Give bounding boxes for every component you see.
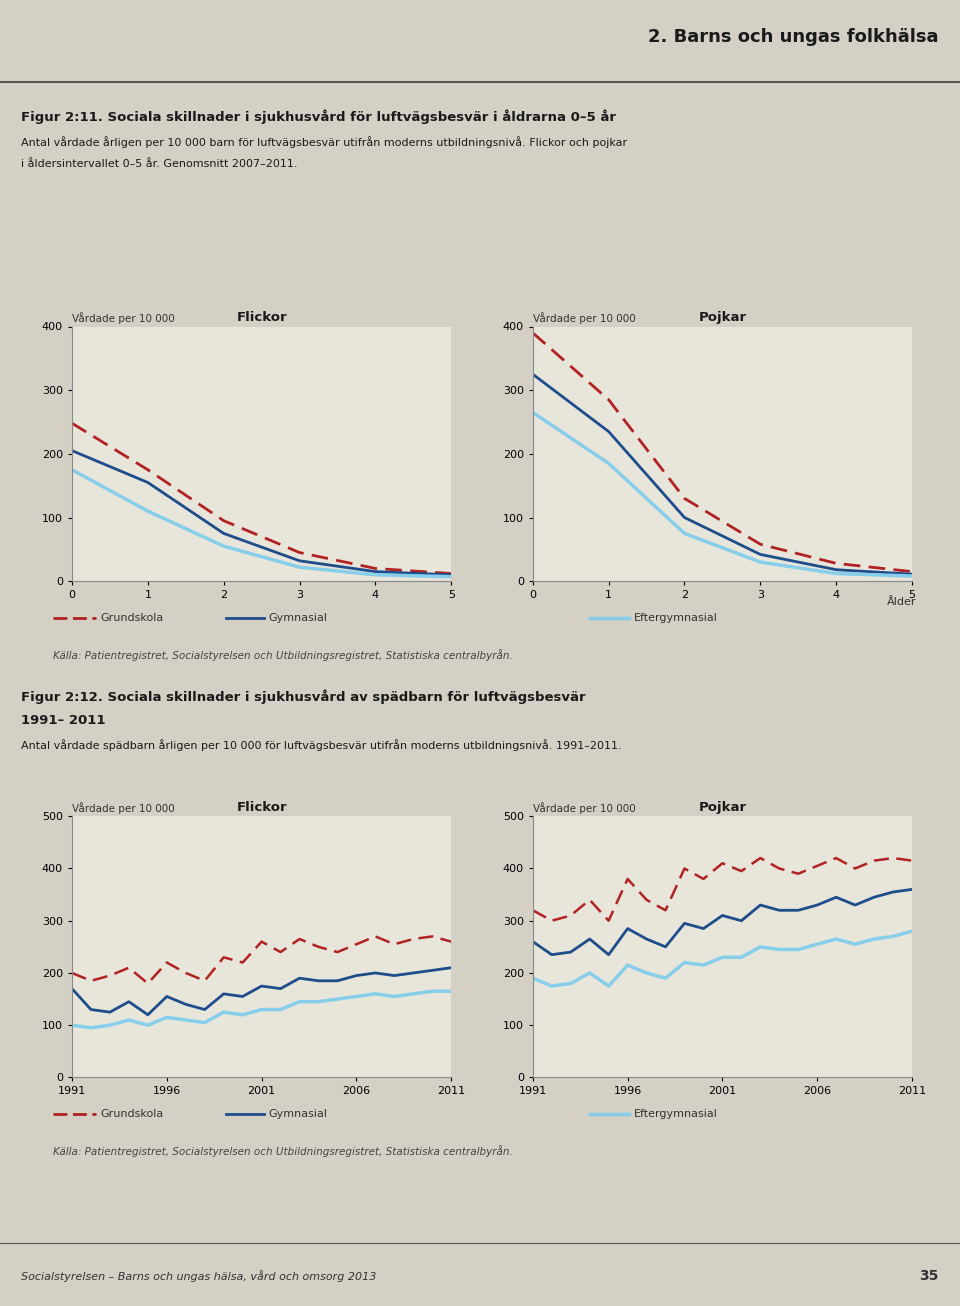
Text: Ålder: Ålder (887, 597, 917, 607)
Text: 2. Barns och ungas folkhälsa: 2. Barns och ungas folkhälsa (648, 29, 939, 46)
Text: 35: 35 (920, 1269, 939, 1282)
Text: Vårdade per 10 000: Vårdade per 10 000 (533, 802, 636, 814)
Text: Vårdade per 10 000: Vårdade per 10 000 (72, 312, 175, 324)
Text: Gymnasial: Gymnasial (269, 613, 327, 623)
Text: Pojkar: Pojkar (698, 801, 747, 814)
Text: Socialstyrelsen – Barns och ungas hälsa, vård och omsorg 2013: Socialstyrelsen – Barns och ungas hälsa,… (21, 1269, 376, 1281)
Text: Vårdade per 10 000: Vårdade per 10 000 (72, 802, 175, 814)
Text: Grundskola: Grundskola (101, 1109, 164, 1119)
Text: Figur 2:12. Sociala skillnader i sjukhusvård av spädbarn för luftvägsbesvär: Figur 2:12. Sociala skillnader i sjukhus… (21, 690, 586, 704)
Text: Källa: Patientregistret, Socialstyrelsen och Utbildningsregistret, Statistiska c: Källa: Patientregistret, Socialstyrelsen… (53, 649, 513, 661)
Text: i åldersintervallet 0–5 år. Genomsnitt 2007–2011.: i åldersintervallet 0–5 år. Genomsnitt 2… (21, 159, 298, 170)
Text: Flickor: Flickor (236, 311, 287, 324)
Text: Eftergymnasial: Eftergymnasial (634, 1109, 717, 1119)
Text: 1991– 2011: 1991– 2011 (21, 714, 106, 727)
Text: Eftergymnasial: Eftergymnasial (634, 613, 717, 623)
Text: Antal vårdade spädbarn årligen per 10 000 för luftvägsbesvär utifrån moderns utb: Antal vårdade spädbarn årligen per 10 00… (21, 739, 622, 751)
Text: Vårdade per 10 000: Vårdade per 10 000 (533, 312, 636, 324)
Text: Grundskola: Grundskola (101, 613, 164, 623)
Text: Gymnasial: Gymnasial (269, 1109, 327, 1119)
Text: Antal vårdade årligen per 10 000 barn för luftvägsbesvär utifrån moderns utbildn: Antal vårdade årligen per 10 000 barn fö… (21, 136, 627, 148)
Text: Flickor: Flickor (236, 801, 287, 814)
Text: Pojkar: Pojkar (698, 311, 747, 324)
Text: Figur 2:11. Sociala skillnader i sjukhusvård för luftvägsbesvär i åldrarna 0–5 å: Figur 2:11. Sociala skillnader i sjukhus… (21, 110, 616, 124)
Text: Källa: Patientregistret, Socialstyrelsen och Utbildningsregistret, Statistiska c: Källa: Patientregistret, Socialstyrelsen… (53, 1145, 513, 1157)
